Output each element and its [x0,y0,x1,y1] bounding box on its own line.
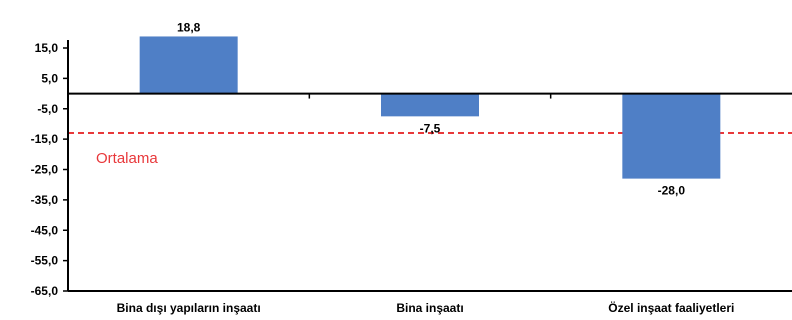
data-labels: 18,8 -7,5 -28,0 [177,20,685,197]
average-label: Ortalama [96,150,158,167]
category-label: Bina inşaatı [396,301,463,315]
category-label: Özel inşaat faaliyetleri [608,300,734,315]
bar [381,93,479,117]
y-tick-label: -45,0 [31,223,59,237]
y-tick-label: -25,0 [31,163,59,177]
bars [139,36,721,179]
y-tick-label: -55,0 [31,254,59,268]
y-tick-label: 5,0 [41,71,58,85]
axes [67,40,792,292]
data-label: -28,0 [658,184,686,198]
y-tick-label: -65,0 [31,284,59,298]
data-label: -7,5 [420,121,441,135]
y-tick-label: -35,0 [31,193,59,207]
y-tick-label: -15,0 [31,132,59,146]
category-label: Bina dışı yapıların inşaatı [117,301,261,315]
y-axis-ticks: 15,0 5,0 -5,0 -15,0 -25,0 -35,0 -45,0 -55,0 -65,… [31,41,68,298]
bar [139,36,238,94]
y-tick-label: 15,0 [35,41,59,55]
bar [622,93,721,179]
y-tick-label: -5,0 [37,102,58,116]
category-labels: Bina dışı yapıların inşaatı Bina inşaatı Ö… [117,300,735,315]
data-label: 18,8 [177,20,201,34]
